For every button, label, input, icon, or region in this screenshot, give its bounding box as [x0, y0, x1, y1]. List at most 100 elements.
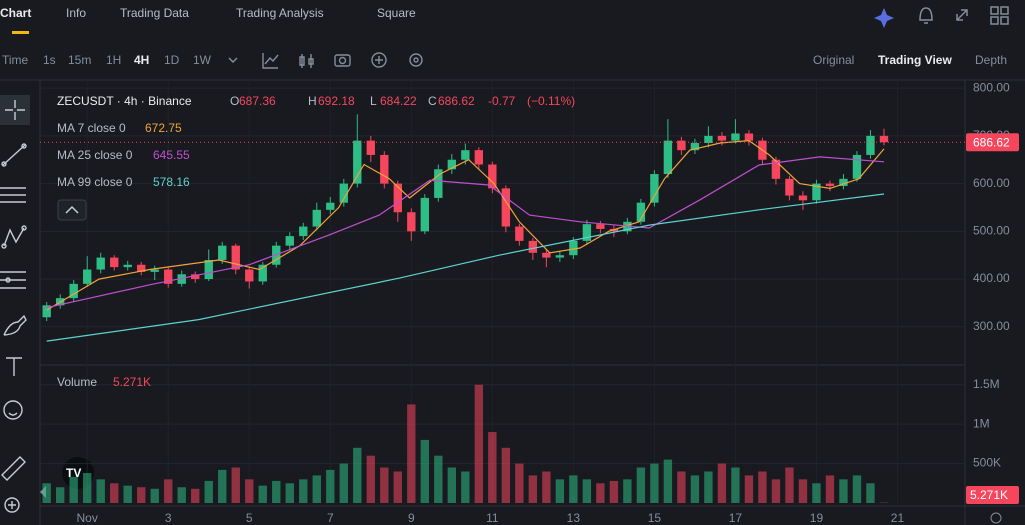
- volume-bar: [501, 447, 511, 503]
- candle-body: [744, 133, 754, 141]
- volume-tag-label: 5.271K: [970, 488, 1008, 502]
- tab[interactable]: Trading Analysis: [236, 6, 324, 20]
- ohlc-key: H: [308, 94, 317, 108]
- interval[interactable]: 1W: [193, 53, 212, 67]
- volume-bar: [353, 447, 362, 503]
- volume-bar: [137, 487, 146, 503]
- volume-bar: [83, 473, 92, 503]
- volume-bar: [866, 483, 875, 503]
- candle-body: [677, 140, 686, 151]
- candle-body: [812, 183, 821, 201]
- x-tick-label: 7: [327, 511, 334, 525]
- y-tick-label: 600.00: [973, 176, 1010, 190]
- view-option[interactable]: Depth: [975, 53, 1007, 67]
- candle-body: [839, 178, 848, 186]
- interval[interactable]: 1s: [43, 53, 56, 67]
- toolbar-icons[interactable]: [228, 52, 423, 69]
- candle-body: [69, 283, 78, 299]
- x-tick-label: 17: [729, 511, 743, 525]
- candle-body: [420, 197, 430, 232]
- interval[interactable]: 1H: [106, 53, 121, 67]
- candle-body: [218, 245, 227, 260]
- candle-body: [852, 154, 862, 179]
- x-tick-label: 5: [246, 511, 253, 525]
- volume-bar: [677, 471, 686, 503]
- settings-icon[interactable]: [990, 512, 1002, 524]
- last-price-tag: [966, 133, 1019, 152]
- candle-body: [474, 150, 484, 165]
- volume-bar: [245, 479, 254, 503]
- candle-body: [245, 269, 254, 282]
- volume-bar: [825, 475, 835, 503]
- interval: Time: [2, 53, 29, 67]
- candle-body: [326, 202, 335, 210]
- volume-bar: [555, 479, 565, 503]
- volume-bar: [528, 475, 538, 503]
- x-tick-label: 9: [408, 511, 415, 525]
- y-tick-label: 300.00: [973, 319, 1010, 333]
- candle-body: [204, 259, 213, 280]
- candle-body: [461, 150, 470, 160]
- view-option[interactable]: Original: [813, 53, 854, 67]
- change: -0.77: [488, 94, 516, 108]
- volume-bar: [461, 471, 470, 503]
- candle-body: [407, 212, 416, 232]
- interval[interactable]: 1D: [164, 53, 180, 67]
- candle-body: [717, 135, 727, 141]
- candle-body: [528, 240, 538, 253]
- candle-body: [312, 209, 321, 227]
- candle-body: [731, 133, 740, 141]
- candle-body: [663, 140, 673, 175]
- candle-body: [501, 188, 511, 227]
- candle-body: [353, 140, 362, 184]
- interval[interactable]: 15m: [68, 53, 91, 67]
- volume-bar: [339, 463, 348, 503]
- volume-bar: [447, 467, 457, 503]
- view-option[interactable]: Trading View: [878, 53, 952, 67]
- volume-tag: [966, 486, 1019, 504]
- volume-bar: [636, 467, 646, 503]
- tab[interactable]: Trading Data: [120, 6, 189, 20]
- volume-bar: [312, 475, 321, 503]
- tab[interactable]: Square: [377, 6, 416, 20]
- drawing-tools[interactable]: [0, 95, 30, 513]
- candle-body: [299, 226, 308, 237]
- volume-bar: [204, 480, 213, 503]
- candle-body: [96, 257, 105, 270]
- x-tick-label: 15: [648, 511, 662, 525]
- volume-bar: [434, 455, 443, 503]
- y-tick-label: 500.00: [973, 224, 1010, 238]
- candle-body: [83, 269, 92, 284]
- volume-bar: [623, 479, 632, 503]
- x-tick-label: 11: [486, 511, 499, 525]
- candle-body: [771, 159, 781, 179]
- x-tick-label: 13: [567, 511, 581, 525]
- volume-legend-value: 5.271K: [113, 375, 151, 389]
- volume-bar: [596, 483, 605, 503]
- interval[interactable]: 4H: [134, 53, 149, 67]
- volume-bar: [731, 467, 740, 503]
- volume-bar: [839, 479, 848, 503]
- volume-bar: [474, 384, 484, 503]
- volume-bar: [326, 469, 335, 503]
- volume-bar: [744, 475, 754, 503]
- volume-bar: [663, 459, 673, 503]
- x-tick-label: Nov: [77, 511, 98, 525]
- candle-body: [231, 245, 240, 270]
- collapse-legend[interactable]: [57, 199, 87, 221]
- volume-bar: [852, 475, 862, 503]
- candle-body: [569, 240, 578, 256]
- top-icons[interactable]: [874, 6, 1009, 28]
- candle-body: [650, 174, 659, 203]
- ma-label: MA 7 close 0: [57, 121, 126, 135]
- candle-body: [366, 140, 375, 155]
- candle-body: [191, 274, 200, 280]
- volume-bar: [380, 467, 389, 503]
- tab[interactable]: Info: [66, 6, 86, 20]
- tab[interactable]: Chart: [0, 6, 31, 20]
- moving-average-line: [46, 193, 885, 342]
- candle-body: [542, 252, 551, 258]
- candle-body: [690, 143, 700, 151]
- volume-bar: [542, 471, 551, 503]
